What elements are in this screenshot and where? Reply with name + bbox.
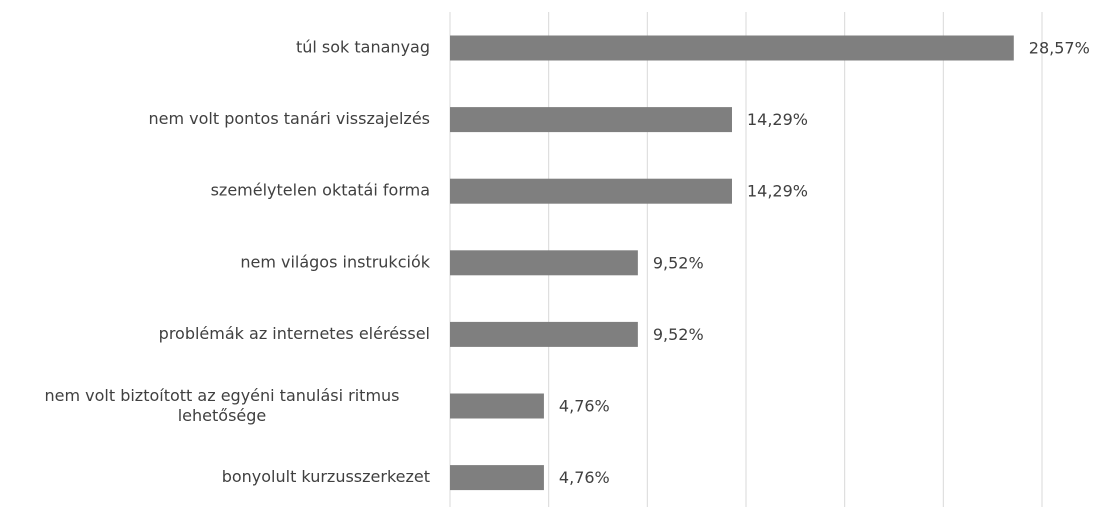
y-tick-label: nem volt biztoított az egyéni tanulási r…	[44, 386, 399, 425]
y-tick-label: személytelen oktatái forma	[211, 181, 430, 200]
data-label: 4,76%	[559, 397, 610, 416]
y-tick-label: problémák az internetes eléréssel	[159, 324, 430, 343]
y-tick-label: bonyolult kurzusszerkezet	[222, 467, 430, 486]
data-label: 4,76%	[559, 468, 610, 487]
bar	[450, 107, 732, 133]
y-tick-label: nem világos instrukciók	[240, 252, 430, 271]
bar	[450, 35, 1014, 61]
y-tick-label: nem volt pontos tanári visszajelzés	[148, 109, 430, 128]
bar	[450, 250, 638, 276]
bar	[450, 178, 732, 204]
bar	[450, 393, 544, 419]
bar	[450, 465, 544, 491]
data-label: 9,52%	[653, 253, 704, 272]
y-tick-label: túl sok tananyag	[296, 38, 430, 57]
bar	[450, 321, 638, 347]
data-label: 14,29%	[747, 182, 808, 201]
data-label: 9,52%	[653, 325, 704, 344]
data-label: 28,57%	[1029, 39, 1090, 58]
data-label: 14,29%	[747, 110, 808, 129]
